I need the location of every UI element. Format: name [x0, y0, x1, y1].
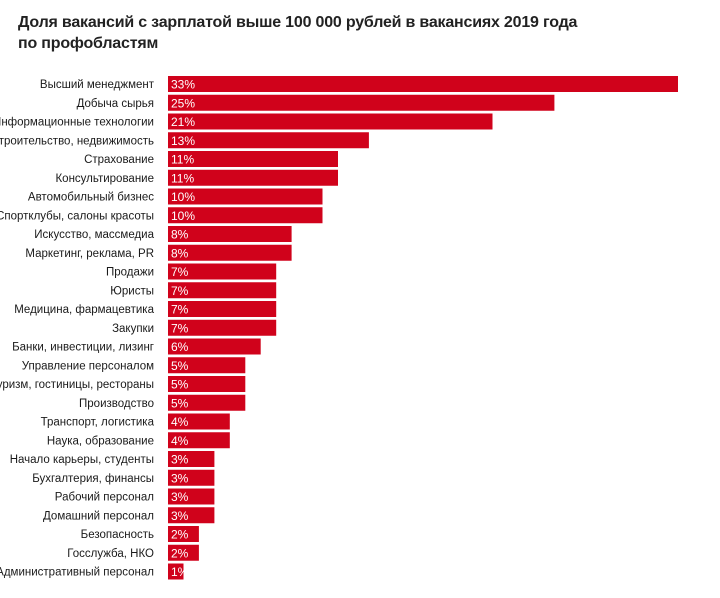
bar: [168, 132, 369, 149]
bar-value-label: 5%: [171, 396, 189, 410]
category-label: Спортклубы, салоны красоты: [0, 210, 154, 222]
bar: [168, 526, 199, 542]
category-label: Банки, инвестиции, лизинг: [12, 342, 154, 354]
chart-title-line-1: Доля вакансий с зарплатой выше 100 000 р…: [18, 14, 578, 31]
bar: [168, 563, 184, 580]
bar: [168, 207, 323, 224]
category-label: Продажи: [106, 267, 154, 279]
category-label: Начало карьеры, студенты: [10, 454, 154, 466]
category-label: Высший менеджмент: [40, 79, 155, 91]
category-label: Добыча сырья: [77, 98, 154, 110]
category-label: Юристы: [110, 285, 154, 297]
category-label: Домашний персонал: [43, 510, 154, 522]
bar: [168, 319, 277, 336]
bar: [168, 76, 678, 92]
bar-value-label: 8%: [171, 228, 189, 242]
category-label: Медицина, фармацевтика: [14, 304, 154, 316]
category-label: Страхование: [84, 154, 154, 166]
category-label: Туризм, гостиницы, рестораны: [0, 379, 154, 391]
bar-value-label: 6%: [171, 340, 189, 354]
bar: [168, 338, 261, 355]
bar-value-label: 5%: [171, 359, 189, 373]
bar: [168, 544, 199, 561]
bar-value-label: 25%: [171, 96, 195, 110]
bar-value-label: 4%: [171, 415, 189, 429]
bar-value-label: 7%: [171, 265, 189, 279]
bar: [168, 94, 555, 111]
category-label: Консультирование: [55, 173, 154, 185]
bar: [168, 469, 215, 486]
category-label: Искусство, массмедиа: [34, 229, 154, 241]
bar: [168, 169, 338, 186]
bar: [168, 432, 230, 449]
category-label: Строительство, недвижимость: [0, 135, 154, 147]
bar-value-label: 5%: [171, 378, 189, 392]
bar: [168, 263, 277, 280]
bar: [168, 376, 246, 392]
bar-value-label: 8%: [171, 246, 189, 260]
category-label: Рабочий персонал: [55, 492, 154, 504]
bar-value-label: 11%: [171, 171, 194, 185]
bar-value-label: 1%: [171, 565, 189, 579]
category-label: Закупки: [112, 323, 154, 335]
category-label: Производство: [79, 398, 154, 410]
bar: [168, 394, 246, 411]
bar-value-label: 10%: [171, 190, 195, 204]
category-label: Бухгалтерия, финансы: [32, 473, 154, 485]
category-label: Управление персоналом: [22, 360, 154, 372]
bar: [168, 301, 277, 317]
category-label: Информационные технологии: [0, 117, 154, 129]
category-label: Административный персонал: [0, 567, 154, 579]
bar: [168, 488, 215, 505]
bar: [168, 451, 215, 467]
category-label: Безопасность: [81, 529, 154, 541]
chart-title-line-2: по профобластям: [18, 35, 159, 52]
bar-value-label: 7%: [171, 284, 189, 298]
bar-value-label: 33%: [171, 78, 195, 92]
bar-value-label: 11%: [171, 153, 194, 167]
bar-value-label: 10%: [171, 209, 195, 223]
bar-value-label: 13%: [171, 134, 195, 148]
category-label: Транспорт, логистика: [41, 417, 155, 429]
bar-value-label: 3%: [171, 509, 189, 523]
bar: [168, 507, 215, 524]
bar-value-label: 2%: [171, 528, 189, 542]
bar-value-label: 4%: [171, 434, 189, 448]
bar: [168, 282, 277, 299]
category-label: Автомобильный бизнес: [28, 192, 154, 204]
bar-value-label: 3%: [171, 453, 189, 467]
bar-value-label: 21%: [171, 115, 195, 129]
bar: [168, 357, 246, 374]
bar-value-label: 7%: [171, 303, 189, 317]
category-label: Госслужба, НКО: [67, 548, 154, 560]
bar: [168, 188, 323, 205]
category-label: Маркетинг, реклама, PR: [25, 248, 154, 260]
category-label: Наука, образование: [47, 435, 154, 447]
bar-value-label: 3%: [171, 490, 189, 504]
bar-value-label: 3%: [171, 471, 189, 485]
bar-value-label: 7%: [171, 321, 189, 335]
bar: [168, 244, 292, 261]
bar: [168, 113, 493, 130]
bar-value-label: 2%: [171, 546, 189, 560]
bar: [168, 413, 230, 430]
bar: [168, 226, 292, 242]
chart-title: Доля вакансий с зарплатой выше 100 000 р…: [18, 12, 698, 54]
bar: [168, 151, 338, 167]
